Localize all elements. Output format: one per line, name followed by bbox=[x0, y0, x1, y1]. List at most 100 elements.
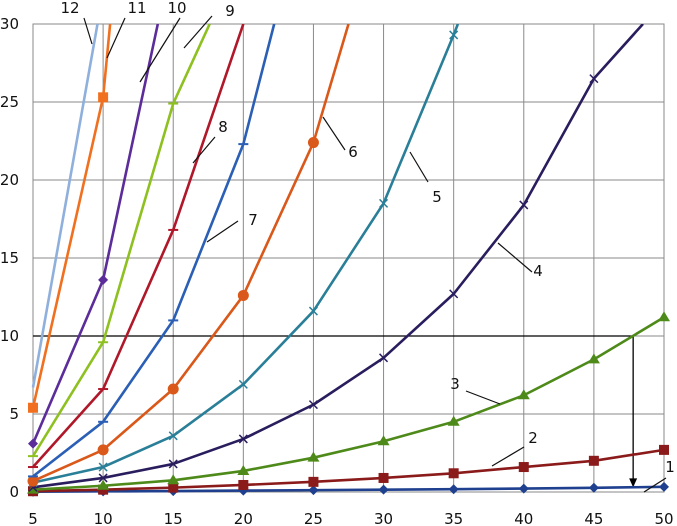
series-3 bbox=[27, 311, 670, 494]
series-marker bbox=[379, 353, 389, 363]
series-6 bbox=[27, 24, 350, 487]
label-leader-1 bbox=[643, 477, 667, 493]
series-marker bbox=[238, 479, 249, 490]
series-label-7: 7 bbox=[248, 211, 258, 229]
series-marker bbox=[588, 482, 599, 493]
series-marker bbox=[28, 402, 38, 413]
series-4 bbox=[28, 24, 644, 492]
series-marker bbox=[308, 400, 318, 410]
label-leader-12 bbox=[83, 17, 93, 45]
series-line bbox=[32, 448, 665, 493]
y-tick-label: 30 bbox=[0, 15, 19, 33]
series-marker bbox=[379, 198, 389, 208]
series-marker bbox=[168, 431, 178, 441]
series-label-8: 8 bbox=[218, 118, 228, 136]
reference-line bbox=[33, 335, 638, 488]
x-tick-label: 30 bbox=[374, 510, 393, 526]
series-marker bbox=[98, 92, 109, 103]
series-marker bbox=[98, 473, 108, 483]
series-marker bbox=[238, 434, 248, 444]
series-label-6: 6 bbox=[348, 143, 358, 161]
series-line bbox=[31, 24, 160, 445]
series-marker bbox=[448, 484, 459, 495]
x-tick-label: 10 bbox=[94, 510, 113, 526]
series-marker bbox=[378, 472, 389, 483]
series-marker bbox=[587, 353, 600, 364]
series-marker bbox=[237, 464, 250, 475]
series-line bbox=[32, 24, 644, 489]
y-tick-label: 10 bbox=[0, 327, 19, 345]
series-marker bbox=[517, 389, 530, 400]
series-marker bbox=[449, 30, 459, 40]
x-tick-label: 15 bbox=[164, 510, 183, 526]
series-11 bbox=[28, 24, 112, 413]
series-marker bbox=[168, 482, 179, 493]
label-leader-8 bbox=[192, 136, 216, 164]
series-marker bbox=[518, 462, 529, 473]
label-leader-11 bbox=[106, 17, 126, 59]
series-12 bbox=[31, 24, 99, 388]
series-marker bbox=[307, 137, 319, 149]
x-tick-label: 45 bbox=[584, 510, 603, 526]
series-label-12: 12 bbox=[60, 0, 79, 17]
series-marker bbox=[238, 379, 248, 389]
y-tick-label: 20 bbox=[0, 171, 19, 189]
label-leader-5 bbox=[409, 151, 429, 183]
series-marker bbox=[97, 479, 110, 490]
series-8 bbox=[28, 24, 245, 469]
series-label-2: 2 bbox=[528, 429, 538, 447]
series-label-3: 3 bbox=[450, 375, 460, 393]
series-marker bbox=[449, 289, 459, 299]
x-tick-label: 50 bbox=[654, 510, 673, 526]
reference-arrowhead bbox=[629, 478, 638, 488]
series-marker bbox=[307, 451, 320, 462]
label-leader-4 bbox=[497, 242, 533, 273]
x-tick-label: 40 bbox=[514, 510, 533, 526]
series-marker bbox=[98, 462, 108, 472]
series-marker bbox=[168, 459, 178, 469]
series-marker bbox=[659, 481, 669, 492]
series-marker bbox=[589, 74, 599, 84]
series-label-11: 11 bbox=[127, 0, 146, 17]
series-9 bbox=[28, 24, 211, 458]
series-label-leaders bbox=[83, 15, 667, 493]
series-line bbox=[32, 485, 665, 493]
series-marker bbox=[98, 274, 109, 285]
series-marker bbox=[447, 415, 460, 426]
series-marker bbox=[167, 474, 180, 485]
series-7 bbox=[28, 24, 276, 478]
series-line bbox=[32, 24, 350, 483]
series-line bbox=[32, 24, 245, 468]
label-leader-3 bbox=[465, 390, 501, 405]
series-marker bbox=[659, 444, 669, 455]
series-marker bbox=[27, 475, 39, 487]
series-marker bbox=[308, 306, 318, 316]
series-group bbox=[27, 24, 670, 497]
label-leader-7 bbox=[206, 220, 239, 243]
series-label-4: 4 bbox=[533, 262, 543, 280]
x-tick-label: 35 bbox=[444, 510, 463, 526]
y-tick-label: 25 bbox=[0, 93, 19, 111]
y-tick-label: 5 bbox=[9, 405, 19, 423]
y-tick-label: 15 bbox=[0, 249, 19, 267]
label-leader-9 bbox=[183, 15, 213, 49]
series-marker bbox=[588, 455, 599, 466]
series-label-9: 9 bbox=[225, 2, 235, 20]
label-leader-2 bbox=[491, 446, 525, 467]
label-leader-10 bbox=[139, 17, 181, 83]
x-tick-label: 5 bbox=[28, 510, 38, 526]
series-marker bbox=[308, 485, 319, 496]
x-tick-label: 20 bbox=[234, 510, 253, 526]
y-tick-label: 0 bbox=[9, 483, 19, 501]
series-marker bbox=[308, 476, 319, 487]
series-label-10: 10 bbox=[167, 0, 186, 17]
series-line bbox=[31, 24, 99, 388]
series-label-5: 5 bbox=[432, 188, 442, 206]
series-marker bbox=[167, 383, 179, 395]
series-line bbox=[32, 316, 665, 491]
series-marker bbox=[97, 444, 109, 456]
series-marker bbox=[28, 438, 38, 449]
